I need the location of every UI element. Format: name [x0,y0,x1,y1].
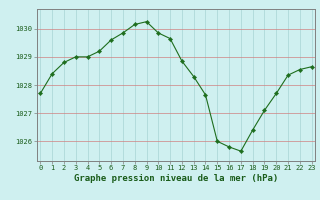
X-axis label: Graphe pression niveau de la mer (hPa): Graphe pression niveau de la mer (hPa) [74,174,278,183]
